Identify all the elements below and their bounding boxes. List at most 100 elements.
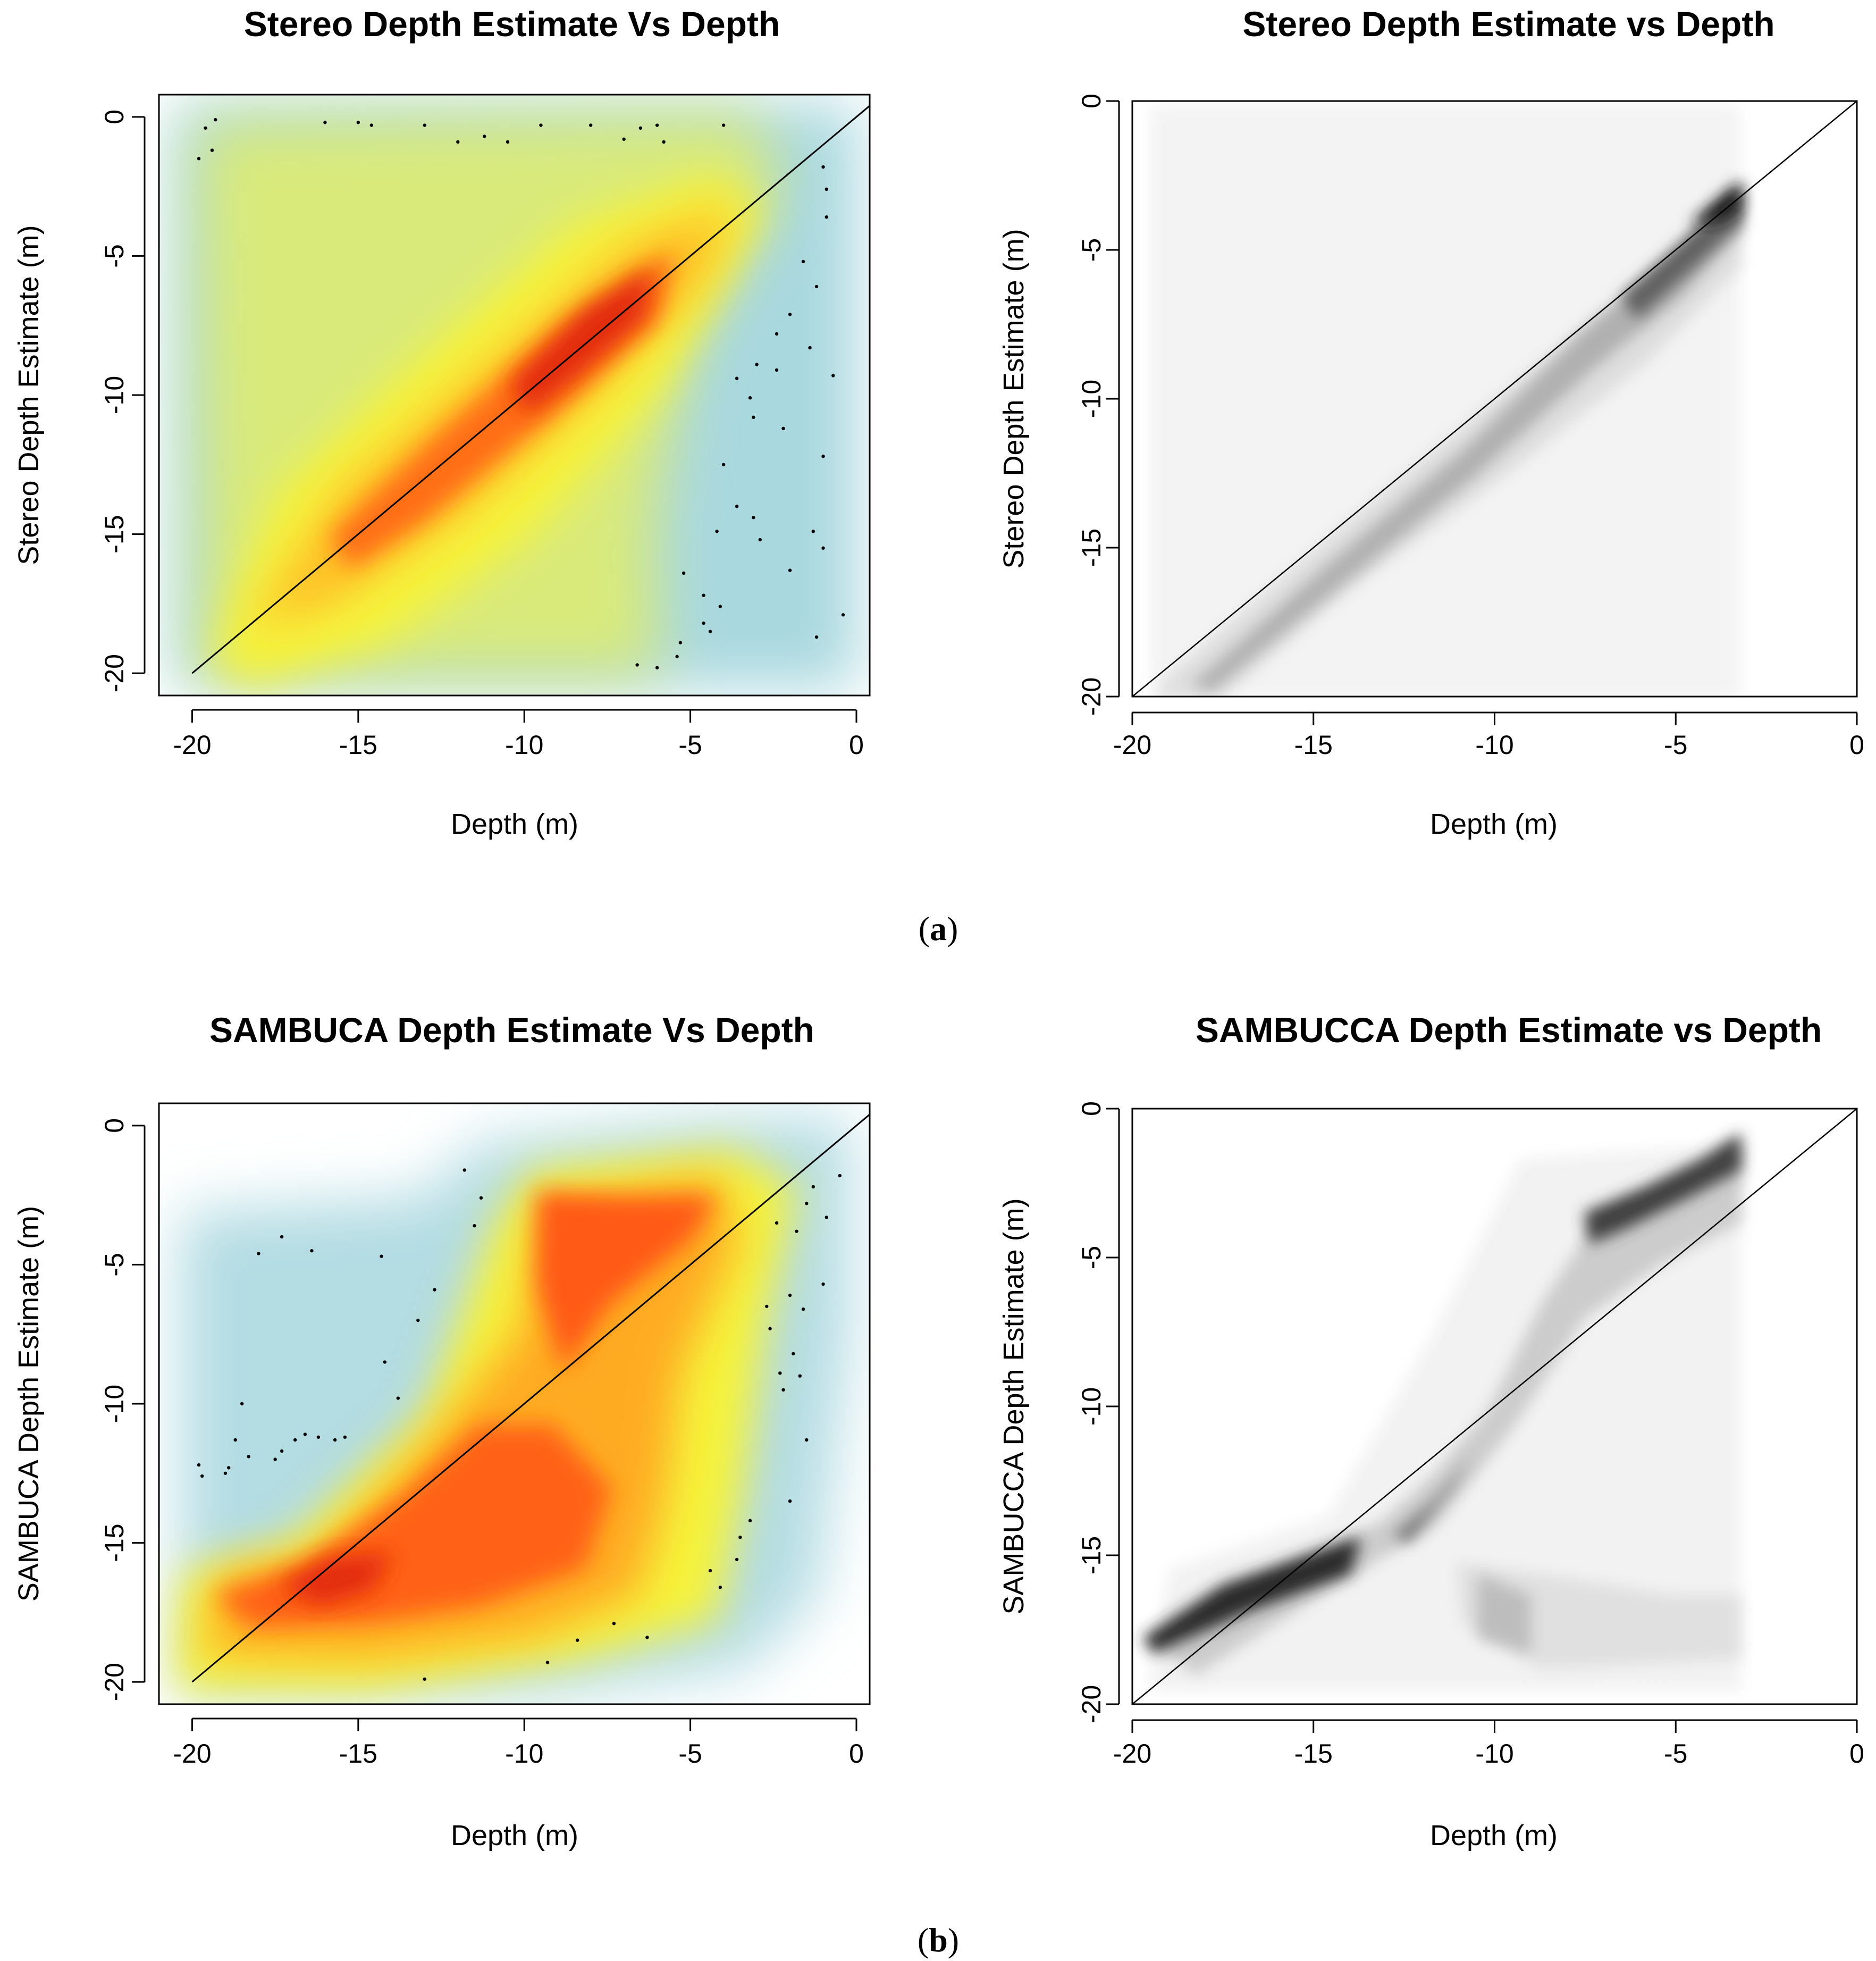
y-tick-label: -5: [99, 244, 129, 267]
outlier-point: [539, 123, 543, 127]
outlier-point: [765, 1304, 769, 1309]
outlier-point: [310, 1249, 314, 1253]
outlier-point: [821, 546, 825, 550]
outlier-point: [197, 157, 201, 161]
y-axis-label: Stereo Depth Estimate (m): [13, 225, 45, 565]
outlier-point: [473, 1223, 476, 1228]
outlier-point: [506, 140, 510, 144]
x-axis-label: Depth (m): [451, 1820, 578, 1851]
outlier-point: [708, 1569, 712, 1573]
outlier-point: [273, 1457, 277, 1461]
outlier-point: [223, 1471, 228, 1475]
outlier-point: [323, 121, 327, 124]
outlier-point: [738, 1535, 742, 1539]
x-axis: -20 -15 -10 -5 0: [173, 709, 864, 760]
outlier-point: [821, 454, 825, 458]
outlier-point: [433, 1288, 436, 1292]
outlier-points: [197, 118, 845, 669]
outlier-point: [545, 1661, 550, 1664]
subfigure-label-b: (b): [918, 1921, 959, 1959]
y-axis-label: SAMBUCCA Depth Estimate (m): [998, 1198, 1030, 1614]
outlier-point: [805, 1202, 809, 1205]
outlier-point: [655, 123, 659, 127]
outlier-point: [210, 148, 214, 152]
outlier-point: [831, 374, 835, 378]
svg-text:(a): (a): [919, 910, 958, 948]
reference-line: [1132, 100, 1857, 697]
x-tick-label: -15: [1294, 730, 1333, 760]
outlier-point: [792, 1352, 795, 1356]
y-tick-label: -10: [99, 1385, 129, 1423]
outlier-point: [356, 121, 360, 124]
x-tick-label: -15: [1294, 1739, 1333, 1769]
outlier-point: [768, 1327, 772, 1330]
y-axis: -20 -15 -10 -5 0: [99, 110, 146, 692]
x-tick-label: 0: [1849, 730, 1864, 760]
outlier-point: [702, 593, 705, 597]
plot-frame: [158, 94, 871, 697]
y-tick-label: 0: [1076, 94, 1106, 108]
y-tick-label: -20: [99, 654, 129, 692]
x-axis: -20 -15 -10 -5 0: [1113, 711, 1864, 760]
outlier-point: [612, 1622, 616, 1625]
outlier-point: [702, 621, 705, 625]
x-tick-label: -5: [1664, 1739, 1687, 1769]
outlier-point: [748, 1519, 752, 1522]
outlier-point: [721, 463, 726, 466]
outlier-point: [257, 1252, 260, 1255]
outlier-point: [805, 1438, 809, 1442]
outlier-point: [456, 140, 460, 144]
outlier-point: [293, 1438, 297, 1442]
outlier-point: [240, 1402, 244, 1406]
y-tick-label: -20: [1076, 1685, 1106, 1723]
outlier-point: [708, 630, 712, 633]
x-tick-label: 0: [849, 1739, 864, 1769]
reference-line: [191, 105, 870, 674]
outlier-point: [721, 123, 726, 127]
y-tick-label: -10: [1076, 1387, 1106, 1426]
plot-frame: [1131, 1108, 1858, 1705]
outlier-point: [735, 376, 739, 380]
outlier-point: [788, 1499, 792, 1503]
outlier-point: [825, 1216, 828, 1219]
density-surface: [159, 95, 870, 695]
plot-frame: [1131, 100, 1858, 698]
outlier-point: [752, 515, 755, 519]
outlier-point: [775, 332, 779, 336]
chart-sambuca-smooth: SAMBUCA Depth Estimate Vs Depth -20 -15 -1…: [13, 1010, 871, 1851]
outlier-point: [795, 1229, 798, 1233]
x-tick-label: -10: [505, 1739, 543, 1769]
y-tick-label: -15: [1076, 1536, 1106, 1574]
chart-sambucca-gray: SAMBUCCA Depth Estimate vs Depth -20 -15 -…: [998, 1010, 1864, 1851]
x-tick-label: -20: [1113, 730, 1151, 760]
outlier-point: [423, 123, 427, 127]
chart-title: SAMBUCCA Depth Estimate vs Depth: [1196, 1010, 1822, 1050]
y-axis: -20 -15 -10 -5 0: [1076, 94, 1120, 716]
outlier-point: [197, 1463, 201, 1467]
y-axis: -20 -15 -10 -5 0: [99, 1118, 146, 1701]
outlier-point: [821, 1282, 825, 1286]
outlier-point: [343, 1435, 347, 1439]
outlier-point: [735, 1557, 739, 1562]
outlier-point: [280, 1235, 284, 1239]
outlier-point: [678, 641, 683, 644]
y-tick-label: -15: [99, 515, 129, 553]
reference-line: [1132, 1108, 1857, 1705]
density-surface: [159, 1103, 870, 1704]
x-tick-label: -15: [339, 1739, 377, 1769]
outlier-point: [483, 135, 486, 138]
outlier-point: [645, 1636, 649, 1639]
x-tick-label: 0: [849, 730, 864, 760]
outlier-point: [825, 215, 828, 219]
outlier-point: [227, 1466, 231, 1470]
outlier-point: [798, 1374, 802, 1378]
outlier-point: [303, 1432, 307, 1436]
x-tick-label: -10: [1475, 730, 1513, 760]
y-tick-label: -15: [1076, 529, 1106, 567]
outlier-point: [333, 1438, 337, 1442]
y-tick-label: -20: [1076, 677, 1106, 716]
svg-text:(b): (b): [918, 1921, 959, 1959]
outlier-point: [752, 415, 755, 420]
x-axis-label: Depth (m): [1430, 808, 1558, 840]
